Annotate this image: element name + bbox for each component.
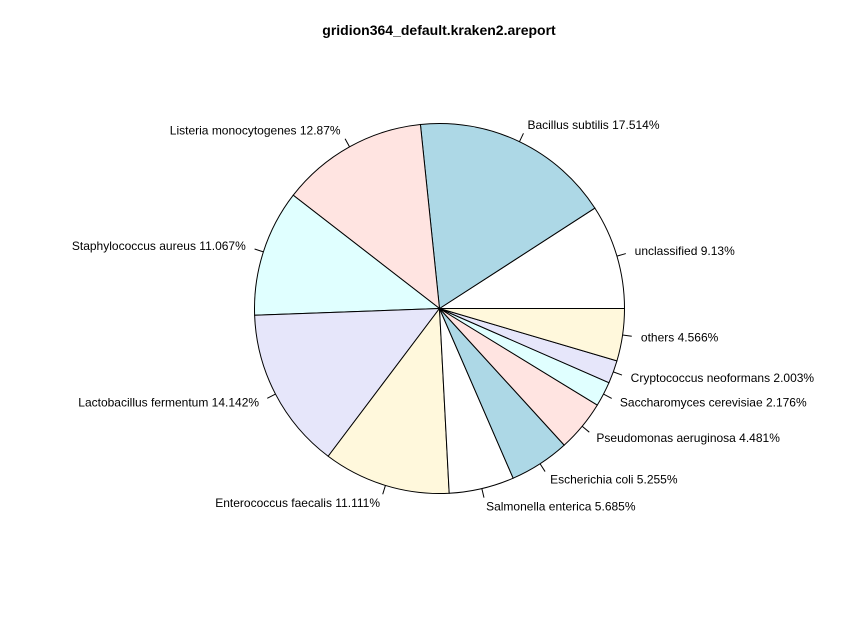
label-tick: [581, 425, 590, 433]
pie-slice-others: [439, 308, 626, 362]
slice-label: unclassified 9.13%: [635, 244, 735, 258]
slice-label: Listeria monocytogenes 12.87%: [170, 124, 341, 138]
label-tick: [613, 371, 623, 376]
slice-label: Pseudomonas aeruginosa 4.481%: [596, 431, 780, 445]
pie-labels: unclassified 9.13% Bacillus subtilis 17.5…: [72, 118, 815, 514]
label-tick: [344, 138, 351, 148]
slice-label: Escherichia coli 5.255%: [550, 472, 678, 486]
slice-label: Cryptococcus neoformans 2.003%: [631, 371, 815, 385]
label-tick: [519, 133, 524, 142]
chart-title: gridion364_default.kraken2.areport: [322, 22, 556, 38]
label-tick: [254, 248, 264, 253]
slice-label: Enterococcus faecalis 11.111%: [215, 496, 380, 510]
label-tick: [481, 488, 485, 498]
slice-label: Bacillus subtilis 17.514%: [527, 118, 659, 132]
label-tick: [616, 253, 626, 257]
pie-slice-lactobacillus-fermentum: [254, 307, 441, 457]
label-tick: [267, 393, 276, 399]
pie-slice-listeria-monocytogenes: [292, 123, 441, 310]
slice-label: Saccharomyces cerevisiae 2.176%: [620, 396, 807, 410]
slice-label: others 4.566%: [641, 331, 719, 345]
slice-label: Staphylococcus aureus 11.067%: [72, 239, 246, 253]
label-tick: [539, 463, 546, 472]
slice-label: Salmonella enterica 5.685%: [486, 500, 636, 514]
label-tick: [382, 485, 386, 495]
label-tick: [622, 334, 632, 337]
label-tick: [603, 393, 612, 399]
slice-label: Lactobacillus fermentum 14.142%: [78, 396, 259, 410]
pie-slices: [254, 123, 626, 494]
pie-slice-staphylococcus-aureus: [254, 194, 441, 316]
